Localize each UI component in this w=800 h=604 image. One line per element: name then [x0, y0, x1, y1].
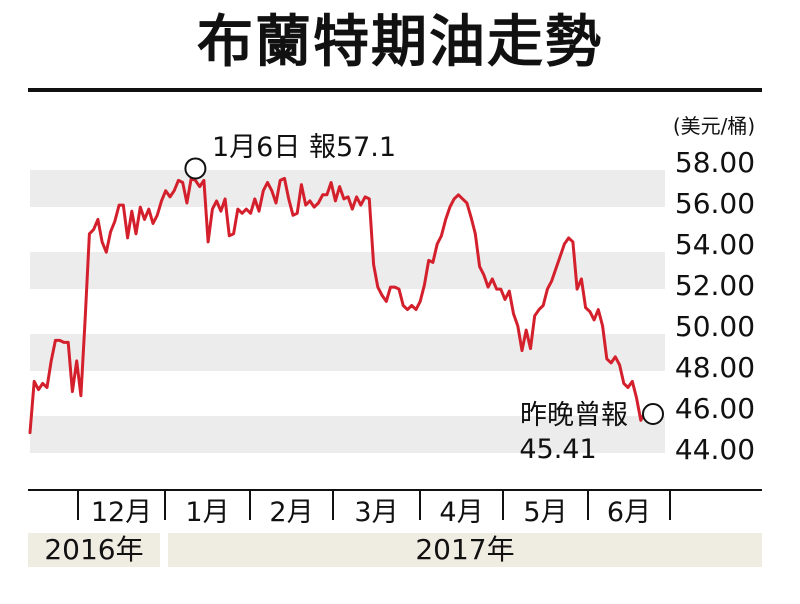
latest-annotation-label: 昨晚曾報 — [520, 400, 628, 431]
latest-marker — [642, 403, 664, 425]
y-tick-label: 52.00 — [675, 269, 755, 302]
year-label-2016: 2016年 — [28, 533, 160, 567]
x-axis-months: 12月 1月 2月 3月 4月 5月 6月 — [77, 490, 671, 528]
x-tick-label: 1月 — [185, 497, 229, 528]
series-group — [28, 176, 647, 435]
y-tick-label: 48.00 — [675, 351, 755, 384]
peak-marker — [184, 157, 207, 180]
annotation-markers — [184, 157, 664, 425]
y-tick-label: 54.00 — [675, 228, 755, 261]
peak-annotation-label: 1月6日 報57.1 — [212, 132, 396, 163]
x-tick-label: 4月 — [439, 497, 483, 528]
year-label-2017: 2017年 — [168, 533, 762, 567]
y-tick-label: 56.00 — [675, 187, 755, 220]
x-tick-label: 12月 — [91, 497, 152, 528]
y-tick-label: 46.00 — [675, 392, 755, 425]
grid-band — [30, 252, 665, 289]
grid-band — [30, 170, 665, 207]
latest-annotation-value: 45.41 — [519, 434, 596, 465]
series-line — [28, 176, 647, 435]
y-axis-unit-label: (美元/桶) — [673, 114, 755, 138]
grid-band — [30, 416, 665, 453]
y-tick-label: 44.00 — [675, 433, 755, 466]
y-tick-label: 58.00 — [675, 146, 755, 179]
grid-band — [30, 334, 665, 371]
x-tick-label: 6月 — [607, 497, 651, 528]
grid-bands — [30, 170, 665, 453]
chart-title: 布蘭特期油走勢 — [197, 9, 603, 75]
y-axis-ticks: 58.00 56.00 54.00 52.00 50.00 48.00 46.00 44.00 — [675, 146, 755, 466]
x-tick-label: 2月 — [269, 497, 313, 528]
y-tick-label: 50.00 — [675, 310, 755, 343]
title-divider — [28, 88, 762, 92]
x-tick-label: 3月 — [354, 497, 398, 528]
x-tick-label: 5月 — [523, 497, 567, 528]
